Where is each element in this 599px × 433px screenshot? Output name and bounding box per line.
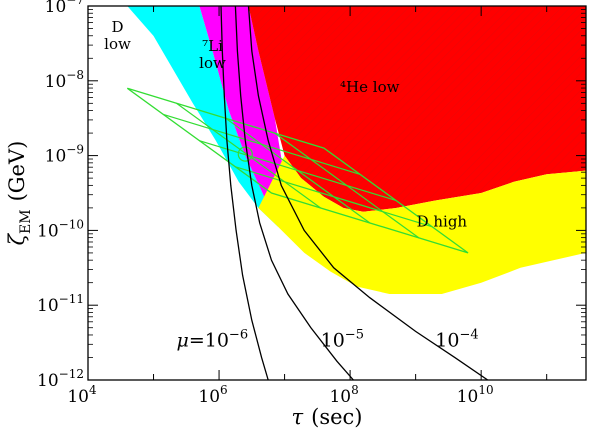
curve-1 xyxy=(234,6,354,380)
region-label-1-0: ⁷Li xyxy=(202,37,223,55)
curve-label-1: 10−5 xyxy=(321,327,364,351)
ytick-label-2: 10−9 xyxy=(45,143,84,167)
plot-frame xyxy=(87,5,587,381)
region-1 xyxy=(199,6,285,227)
region-0 xyxy=(127,6,278,227)
xtick-label-1: 106 xyxy=(198,383,227,407)
region-label-2-0: ⁴He low xyxy=(340,78,400,96)
xtick-label-3: 1010 xyxy=(457,383,494,407)
ytick-label-3: 10−10 xyxy=(37,217,84,241)
region-hatch-2 xyxy=(248,6,586,212)
x-axis-label: τ (sec) xyxy=(292,405,363,429)
region-label-0-1: low xyxy=(104,35,131,53)
curve-label-0: μ=10−6 xyxy=(176,327,248,351)
region-label-1-1: low xyxy=(199,54,226,72)
curve-label-2: 10−4 xyxy=(435,327,478,351)
y-axis-label: ζEM(GeV) xyxy=(5,141,34,246)
overlay-marker-circle xyxy=(237,146,253,162)
overlay-grid-a-3 xyxy=(274,132,420,239)
ticks-layer xyxy=(87,5,586,381)
xtick-label-2: 108 xyxy=(329,383,358,407)
ytick-label-0: 10−7 xyxy=(45,0,84,17)
ytick-label-5: 10−12 xyxy=(37,367,84,391)
curves-layer xyxy=(220,6,489,380)
region-3 xyxy=(258,155,586,294)
overlay-outline xyxy=(126,87,469,254)
curve-2 xyxy=(247,6,489,380)
region-label-3-0: D high xyxy=(417,213,468,231)
region-label-0-0: D xyxy=(111,18,123,36)
regions-layer xyxy=(127,6,586,294)
ytick-label-1: 10−8 xyxy=(45,68,84,92)
overlay-layer xyxy=(126,87,469,254)
xtick-label-0: 104 xyxy=(67,383,97,407)
ytick-label-4: 10−11 xyxy=(37,292,84,316)
curve-0 xyxy=(220,6,269,380)
overlay-grid-b-3 xyxy=(235,166,433,228)
overlay-grid-b-2 xyxy=(199,140,397,202)
